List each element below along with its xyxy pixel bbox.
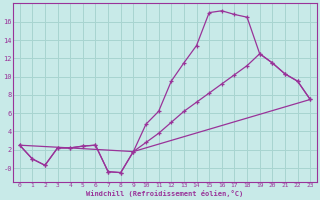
- X-axis label: Windchill (Refroidissement éolien,°C): Windchill (Refroidissement éolien,°C): [86, 190, 244, 197]
